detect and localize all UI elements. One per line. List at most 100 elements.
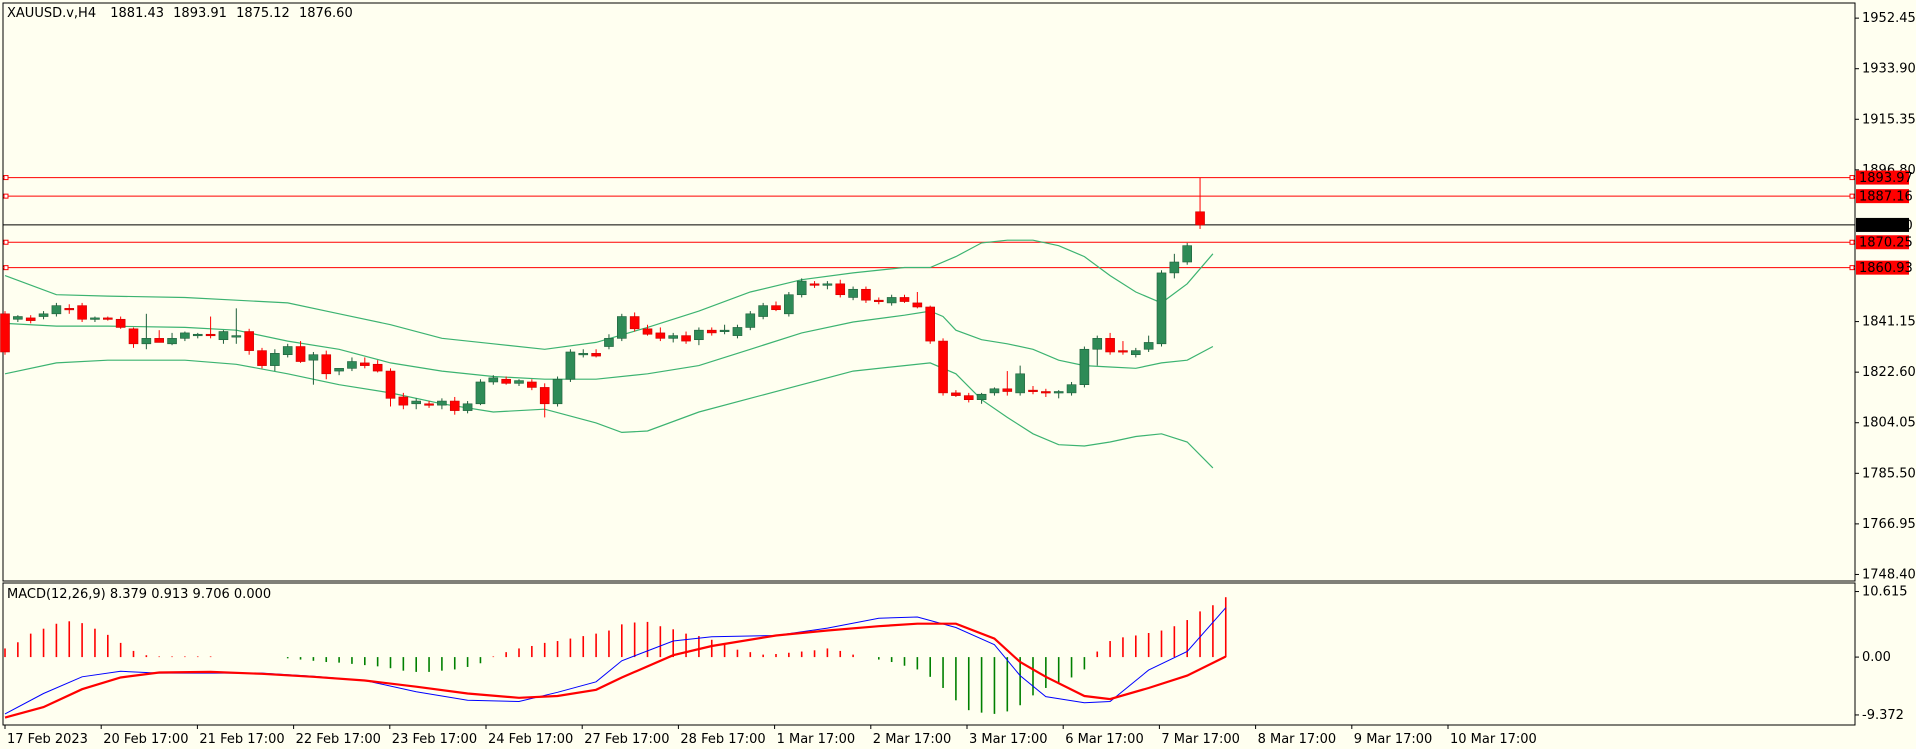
time-tick-label: 10 Mar 17:00 xyxy=(1450,732,1537,747)
bullish-candle xyxy=(886,297,897,304)
time-tick-label: 3 Mar 17:00 xyxy=(969,732,1048,747)
bullish-candle xyxy=(192,333,203,337)
bullish-candle xyxy=(231,335,242,338)
bullish-candle xyxy=(1053,391,1064,394)
macd-tick-label: -9.372 xyxy=(1862,708,1904,723)
time-tick-label: 1 Mar 17:00 xyxy=(777,732,856,747)
bullish-candle xyxy=(475,381,486,405)
bullish-candle xyxy=(1182,245,1192,263)
bearish-candle xyxy=(899,297,910,302)
bullish-candle xyxy=(51,305,62,315)
bearish-candle xyxy=(398,396,409,406)
bearish-candle xyxy=(861,288,871,301)
bearish-candle xyxy=(655,332,666,339)
level-label-text: 1876.60 xyxy=(1859,218,1913,233)
bullish-candle xyxy=(270,353,280,366)
bullish-candle xyxy=(694,329,704,341)
bullish-candle xyxy=(719,329,730,332)
bullish-candle xyxy=(1015,373,1025,394)
bullish-candle xyxy=(732,327,743,336)
bearish-candle xyxy=(103,317,113,320)
bullish-candle xyxy=(90,317,100,320)
bearish-candle xyxy=(835,283,846,296)
bullish-candle xyxy=(578,353,589,356)
bullish-candle xyxy=(758,305,768,317)
time-tick-label: 2 Mar 17:00 xyxy=(873,732,952,747)
bearish-candle xyxy=(295,346,306,362)
price-tick-label: 1952.45 xyxy=(1862,11,1916,26)
bearish-candle xyxy=(539,387,550,405)
bearish-candle xyxy=(1105,338,1115,353)
time-tick-label: 6 Mar 17:00 xyxy=(1065,732,1144,747)
price-tick-label: 1933.90 xyxy=(1862,62,1916,77)
bullish-candle xyxy=(604,338,614,347)
bearish-candle xyxy=(527,381,537,388)
candlesticks xyxy=(0,177,1205,418)
price-tick-label: 1748.40 xyxy=(1862,567,1916,582)
bullish-candle xyxy=(745,313,756,328)
bearish-candle xyxy=(951,392,961,396)
macd-series xyxy=(4,597,1227,719)
bearish-candle xyxy=(244,331,254,351)
bearish-candle xyxy=(115,318,126,328)
bullish-candle xyxy=(437,400,447,406)
bullish-candle xyxy=(1092,338,1103,350)
price-axis: 1952.451933.901915.351896.801841.151822.… xyxy=(1855,11,1916,582)
level-label-text: 1887.16 xyxy=(1859,190,1913,205)
bullish-candle xyxy=(1143,342,1154,350)
level-anchor-left xyxy=(3,175,9,181)
bearish-candle xyxy=(25,317,36,321)
time-tick-label: 7 Mar 17:00 xyxy=(1161,732,1240,747)
bullish-candle xyxy=(282,346,293,356)
bearish-candle xyxy=(629,316,640,330)
bearish-candle xyxy=(809,283,820,286)
time-tick-label: 28 Feb 17:00 xyxy=(680,732,765,747)
bullish-candle xyxy=(38,313,49,317)
bearish-candle xyxy=(385,370,396,399)
bullish-candle xyxy=(411,400,422,405)
level-anchor-left xyxy=(3,265,9,271)
time-tick-label: 20 Feb 17:00 xyxy=(103,732,188,747)
level-anchor-right xyxy=(1849,175,1855,181)
level-anchor-right xyxy=(1849,265,1855,271)
bullish-candle xyxy=(462,403,473,411)
bearish-candle xyxy=(128,328,139,345)
bullish-candle xyxy=(848,288,858,298)
level-anchor-left xyxy=(3,193,9,199)
time-tick-label: 24 Feb 17:00 xyxy=(488,732,573,747)
level-label-text: 1860.93 xyxy=(1859,261,1913,276)
bearish-candle xyxy=(925,306,936,342)
level-label-box xyxy=(1856,170,1909,185)
bullish-candle xyxy=(616,316,627,339)
macd-axis: 10.615 0.00 -9.372 xyxy=(1855,585,1908,723)
time-tick-label: 27 Feb 17:00 xyxy=(584,732,669,747)
bearish-candle xyxy=(205,333,216,337)
bullish-candle xyxy=(308,354,319,361)
bearish-candle xyxy=(963,395,974,400)
bullish-candle xyxy=(167,338,177,345)
bearish-candle xyxy=(591,353,601,357)
bullish-candle xyxy=(1066,384,1077,394)
level-label-box xyxy=(1856,260,1909,275)
bullish-candle xyxy=(347,361,357,369)
bearish-candle xyxy=(1002,388,1013,392)
bullish-candle xyxy=(180,332,190,339)
bullish-candle xyxy=(668,335,679,339)
bullish-candle xyxy=(976,393,987,400)
price-tick-label: 1841.15 xyxy=(1862,315,1916,330)
bollinger-lower-line xyxy=(4,359,1214,469)
level-label-box xyxy=(1856,235,1909,250)
bullish-candle xyxy=(141,338,152,345)
bullish-candle xyxy=(1156,272,1167,345)
chart-header: XAUUSD.v,H4 1881.43 1893.91 1875.12 1876… xyxy=(7,6,353,21)
macd-tick-label: 0.00 xyxy=(1862,650,1891,665)
time-tick-label: 9 Mar 17:00 xyxy=(1354,732,1433,747)
bearish-candle xyxy=(154,338,164,343)
level-label-text: 1893.97 xyxy=(1859,171,1913,186)
bearish-candle xyxy=(77,305,87,320)
bollinger-upper-line xyxy=(4,239,1214,350)
level-anchor-right xyxy=(1849,193,1855,199)
bearish-candle xyxy=(1041,391,1051,394)
bearish-candle xyxy=(642,328,653,335)
